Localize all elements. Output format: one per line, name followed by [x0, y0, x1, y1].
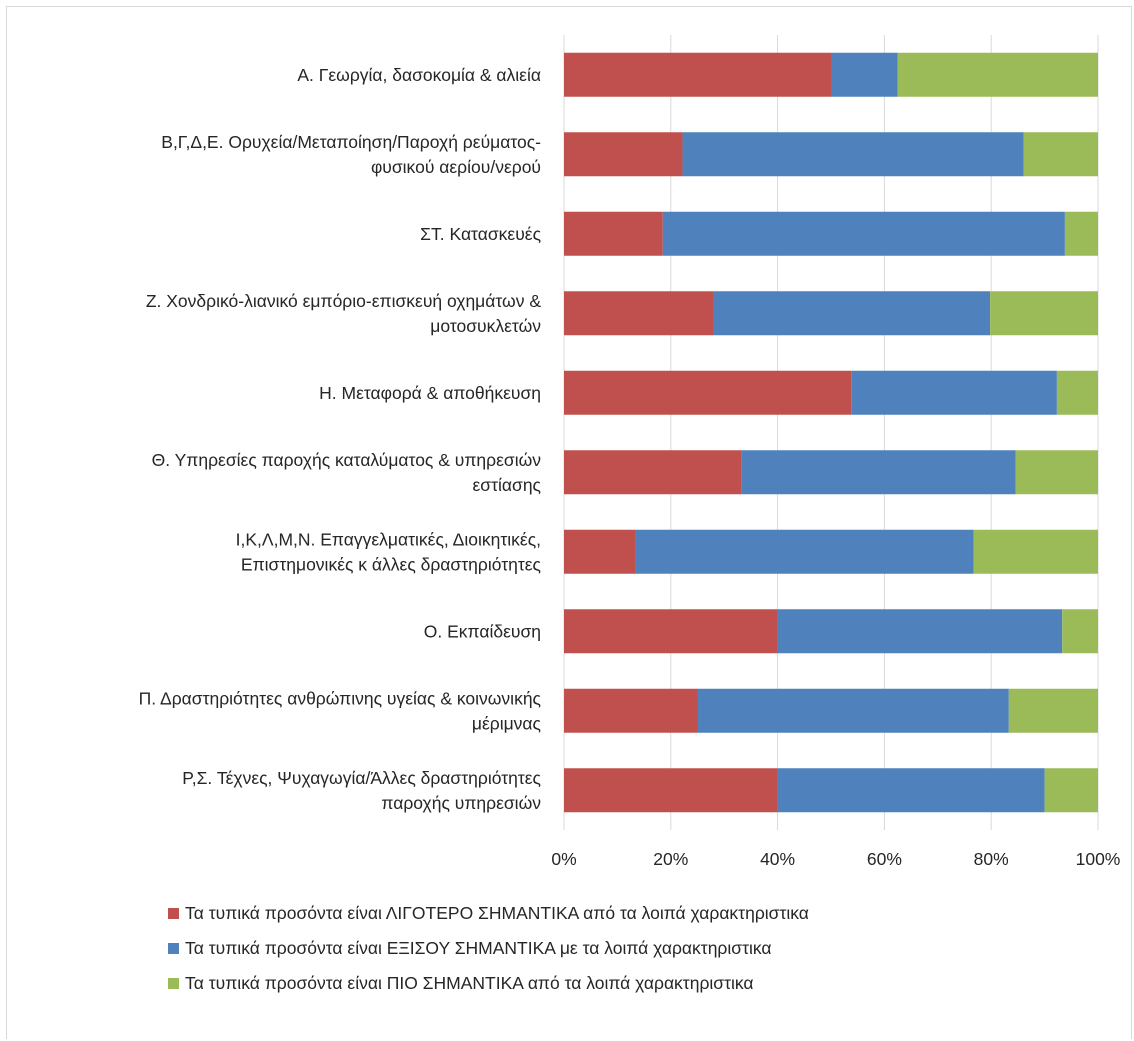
category-label-line: Β,Γ,Δ,Ε. Ορυχεία/Μεταποίηση/Παροχή ρεύμα…	[161, 132, 541, 152]
x-tick-label: 100%	[1076, 849, 1121, 869]
bar-segment-3	[1023, 132, 1098, 177]
category-label-line: Π. Δραστηριότητες ανθρώπινης υγείας & κο…	[139, 688, 541, 708]
category-label-line: ΣΤ. Κατασκευές	[420, 224, 541, 244]
bar-segment-2	[831, 52, 898, 97]
bar-segment-1	[564, 52, 831, 97]
bar-segment-2	[777, 768, 1045, 813]
bar-segment-1	[564, 450, 742, 495]
chart-frame	[6, 6, 1132, 1039]
category-label: Π. Δραστηριότητες ανθρώπινης υγείας & κο…	[139, 688, 541, 733]
bar-segment-1	[564, 609, 778, 654]
bar-segment-1	[564, 211, 663, 256]
x-axis-tick-labels: 0% 20% 40% 60% 80% 100%	[551, 849, 1120, 869]
category-label-line: Η. Μεταφορά & αποθήκευση	[319, 383, 541, 403]
bar-segment-2	[682, 132, 1024, 177]
category-label-line: παροχής υπηρεσιών	[381, 793, 541, 813]
category-label: ΣΤ. Κατασκευές	[420, 224, 541, 244]
x-tick-label: 0%	[551, 849, 576, 869]
x-tick-label: 40%	[760, 849, 795, 869]
category-label-line: μοτοσυκλετών	[430, 316, 541, 336]
bar-segment-3	[1056, 370, 1098, 415]
category-label-line: μέριμνας	[472, 713, 541, 733]
category-label-line: Ο. Εκπαίδευση	[424, 621, 541, 641]
bar-segment-3	[1064, 211, 1098, 256]
bar-segment-1	[564, 370, 852, 415]
category-label: Ο. Εκπαίδευση	[424, 621, 541, 641]
bar-segment-1	[564, 291, 713, 336]
x-tick-label: 20%	[653, 849, 688, 869]
category-label-line: Ρ,Σ. Τέχνες, Ψυχαγωγία/Άλλες δραστηριότη…	[182, 768, 541, 788]
category-label-line: φυσικού αερίου/νερού	[371, 157, 541, 177]
bar-segment-3	[1044, 768, 1098, 813]
category-label: Η. Μεταφορά & αποθήκευση	[319, 383, 541, 403]
bar-segment-3	[990, 291, 1098, 336]
x-tick-label: 80%	[974, 849, 1009, 869]
legend-swatch-green	[168, 978, 179, 989]
bar-segment-2	[662, 211, 1065, 256]
category-label: Α. Γεωργία, δασοκομία & αλιεία	[297, 65, 541, 85]
category-label: Ι,Κ,Λ,Μ,Ν. Επαγγελματικές, Διοικητικές, Ε…	[236, 529, 541, 574]
category-label: Θ. Υπηρεσίες παροχής καταλύματος & υπηρε…	[152, 450, 542, 495]
bar-segment-1	[564, 688, 698, 733]
category-labels: Α. Γεωργία, δασοκομία & αλιεία Β,Γ,Δ,Ε. Ο…	[139, 65, 542, 813]
x-tick-label: 60%	[867, 849, 902, 869]
legend-label: Τα τυπικά προσόντα είναι ΛΙΓΟΤΕΡΟ ΣΗΜΑΝΤ…	[185, 903, 809, 923]
legend-item-equally-important: Τα τυπικά προσόντα είναι ΕΞΙΣΟΥ ΣΗΜΑΝΤΙΚ…	[168, 931, 809, 966]
legend: Τα τυπικά προσόντα είναι ΛΙΓΟΤΕΡΟ ΣΗΜΑΝΤ…	[168, 896, 809, 1001]
bar-segment-2	[697, 688, 1009, 733]
legend-swatch-blue	[168, 943, 179, 954]
bars	[564, 52, 1098, 813]
bar-segment-1	[564, 132, 683, 177]
category-label-line: Επιστημονικές κ άλλες δραστηριότητες	[241, 554, 541, 574]
legend-label: Τα τυπικά προσόντα είναι ΠΙΟ ΣΗΜΑΝΤΙΚΑ α…	[185, 973, 754, 993]
bar-segment-3	[1008, 688, 1098, 733]
legend-item-more-important: Τα τυπικά προσόντα είναι ΠΙΟ ΣΗΜΑΝΤΙΚΑ α…	[168, 966, 809, 1001]
category-label: Ζ. Χονδρικό-λιανικό εμπόριο-επισκευή οχη…	[146, 291, 541, 336]
bar-segment-3	[973, 529, 1098, 574]
stacked-bar-chart: Α. Γεωργία, δασοκομία & αλιεία Β,Γ,Δ,Ε. Ο…	[139, 35, 1120, 869]
bar-segment-2	[851, 370, 1057, 415]
bar-segment-3	[1062, 609, 1098, 654]
category-label-line: Ι,Κ,Λ,Μ,Ν. Επαγγελματικές, Διοικητικές,	[236, 529, 541, 549]
category-label: Β,Γ,Δ,Ε. Ορυχεία/Μεταποίηση/Παροχή ρεύμα…	[161, 132, 541, 177]
bar-segment-3	[897, 52, 1098, 97]
category-label: Ρ,Σ. Τέχνες, Ψυχαγωγία/Άλλες δραστηριότη…	[182, 768, 541, 813]
category-label-line: Α. Γεωργία, δασοκομία & αλιεία	[297, 65, 541, 85]
legend-label: Τα τυπικά προσόντα είναι ΕΞΙΣΟΥ ΣΗΜΑΝΤΙΚ…	[185, 938, 772, 958]
bar-segment-2	[777, 609, 1063, 654]
bar-segment-1	[564, 768, 778, 813]
category-label-line: Ζ. Χονδρικό-λιανικό εμπόριο-επισκευή οχη…	[146, 291, 541, 311]
bar-segment-2	[741, 450, 1016, 495]
bar-segment-2	[712, 291, 991, 336]
category-label-line: εστίασης	[473, 475, 542, 495]
legend-swatch-red	[168, 908, 179, 919]
legend-item-less-important: Τα τυπικά προσόντα είναι ΛΙΓΟΤΕΡΟ ΣΗΜΑΝΤ…	[168, 896, 809, 931]
bar-segment-1	[564, 529, 636, 574]
bar-segment-3	[1015, 450, 1098, 495]
category-label-line: Θ. Υπηρεσίες παροχής καταλύματος & υπηρε…	[152, 450, 542, 470]
bar-segment-2	[635, 529, 974, 574]
